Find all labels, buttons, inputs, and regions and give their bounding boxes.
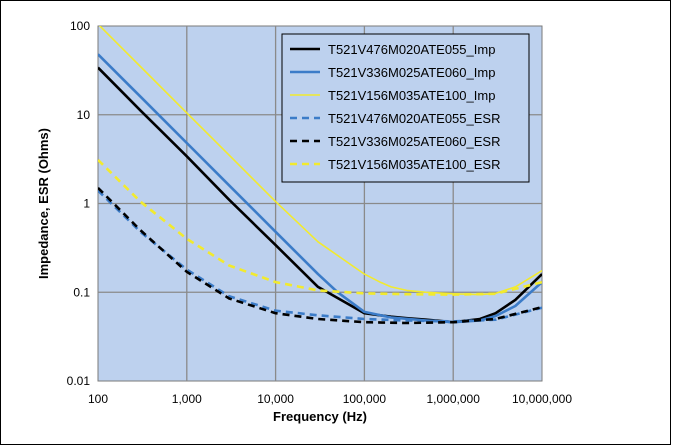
legend-label: T521V336M025ATE060_ESR [328, 134, 500, 149]
y-tick-label: 0.01 [67, 374, 91, 388]
legend-label: T521V156M035ATE100_ESR [328, 157, 500, 172]
legend-label: T521V476M020ATE055_Imp [328, 42, 495, 57]
legend: T521V476M020ATE055_Imp T521V336M025ATE060… [281, 33, 530, 183]
series-lines [98, 26, 542, 325]
x-tick-label: 100,000 [343, 392, 387, 406]
legend-label: T521V336M025ATE060_Imp [328, 65, 495, 80]
legend-box [281, 33, 530, 183]
y-tick-label: 1 [83, 197, 90, 211]
x-tick-label: 10,000 [257, 392, 294, 406]
x-tick-label: 10,000,000 [512, 392, 572, 406]
series-line-5 [98, 186, 542, 325]
y-axis-title: Impedance, ESR (Ohms) [36, 128, 51, 279]
series-line-2 [98, 53, 542, 324]
tick-labels: 100 1,000 10,000 100,000 1,000,000 10,000,000… [67, 19, 573, 406]
y-tick-label: 100 [70, 19, 90, 33]
series-line-3 [98, 26, 542, 296]
legend-label: T521V476M020ATE055_ESR [328, 111, 500, 126]
x-tick-label: 1,000,000 [427, 392, 481, 406]
y-tick-label: 0.1 [73, 285, 90, 299]
y-tick-label: 10 [77, 108, 91, 122]
legend-label: T521V156M035ATE100_Imp [328, 88, 495, 103]
x-tick-label: 100 [88, 392, 108, 406]
x-tick-label: 1,000 [172, 392, 202, 406]
x-axis-title: Frequency (Hz) [273, 409, 367, 424]
series-line-6 [98, 158, 542, 296]
